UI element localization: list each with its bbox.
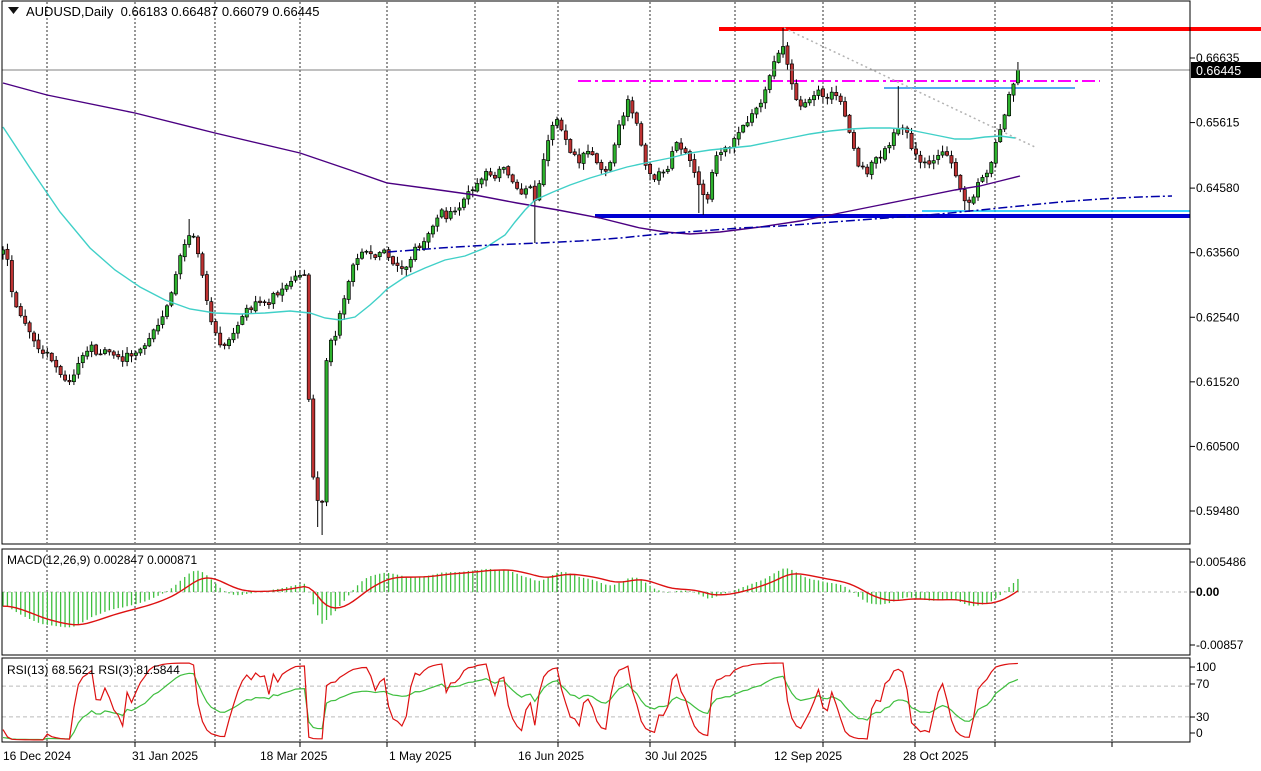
time-axis-label: 12 Sep 2025 (774, 749, 842, 763)
rsi-axis-label: 30 (1196, 710, 1210, 724)
rsi-panel-plot (2, 662, 1190, 741)
chart-header: AUDUSD,Daily 0.66183 0.66487 0.66079 0.6… (8, 4, 319, 19)
grid-lines (46, 2, 1113, 741)
panel-borders (1, 0, 1191, 743)
ma-slow-purple (2, 82, 1021, 235)
price-axis-label: 0.61520 (1196, 375, 1240, 389)
rsi-slow-line (2, 672, 1019, 741)
macd-indicator-label: MACD(12,26,9) 0.002847 0.000871 (7, 553, 197, 567)
macd-panel-plot (2, 568, 1190, 628)
rsi-axis-label: 100 (1196, 660, 1216, 674)
bid-price-tag-value: 0.66445 (1196, 64, 1241, 78)
ma-long-navy-dashdot (387, 195, 1173, 253)
price-axis-label: 0.59480 (1196, 504, 1240, 518)
time-axis-label: 16 Jun 2025 (518, 749, 584, 763)
moving-averages-layer (2, 82, 1173, 321)
price-axis-label: 0.66635 (1196, 51, 1240, 65)
macd-axis-label: 0.005486 (1196, 555, 1246, 569)
candles-layer (2, 28, 1020, 535)
chart-title-ohlc: AUDUSD,Daily 0.66183 0.66487 0.66079 0.6… (26, 4, 319, 19)
time-axis-label: 16 Dec 2024 (3, 749, 71, 763)
bid-price-tag: 0.66445 (1191, 62, 1261, 78)
macd-axis-label: 0.00 (1196, 585, 1220, 599)
macd-axis-label: -0.00857 (1196, 638, 1244, 652)
price-scale[interactable]: 0.66635 0.65615 0.64580 0.63560 0.62540 0.615… (1190, 51, 1246, 740)
price-axis-label: 0.63560 (1196, 246, 1240, 260)
symbol-dropdown-icon[interactable] (8, 7, 19, 14)
time-axis-label: 30 Jul 2025 (645, 749, 707, 763)
price-axis-label: 0.62540 (1196, 310, 1240, 324)
price-axis-label: 0.60500 (1196, 439, 1240, 453)
ma-fast-turquoise (2, 126, 1016, 321)
price-axis-label: 0.65615 (1196, 116, 1240, 130)
rsi-axis-label: 0 (1196, 726, 1203, 740)
trend-objects-layer[interactable] (578, 27, 1261, 218)
price-axis-label: 0.64580 (1196, 181, 1240, 195)
rsi-axis-label: 70 (1196, 677, 1210, 691)
time-axis-label: 31 Jan 2025 (132, 749, 198, 763)
macd-signal-line (2, 569, 1019, 626)
time-axis-label: 1 May 2025 (389, 749, 452, 763)
time-axis-label: 28 Oct 2025 (903, 749, 969, 763)
trendline-gray-dotted[interactable] (783, 27, 1038, 149)
rsi-fast-line (2, 662, 1018, 741)
time-scale[interactable]: 16 Dec 2024 31 Jan 2025 18 Mar 2025 1 May 2… (3, 742, 1113, 763)
time-axis-label: 18 Mar 2025 (260, 749, 328, 763)
rsi-indicator-label: RSI(13) 68.5621 RSI(3) 81.5844 (7, 663, 180, 677)
